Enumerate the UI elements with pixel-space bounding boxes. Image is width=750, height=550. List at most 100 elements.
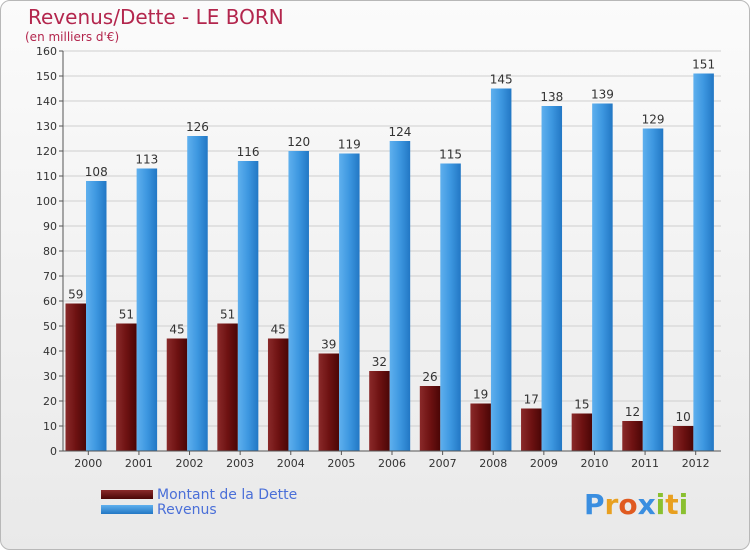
data-label: 10 <box>675 410 690 424</box>
legend: Montant de la Dette Revenus <box>101 486 298 518</box>
bar-dette <box>622 421 643 451</box>
bar-dette <box>369 371 390 451</box>
data-label: 120 <box>287 135 310 149</box>
chart-title: Revenus/Dette - LE BORN <box>28 5 284 29</box>
bar-revenus <box>490 88 512 451</box>
logo-letter: i <box>678 488 689 521</box>
y-tick-label: 40 <box>43 345 57 358</box>
x-tick-label: 2006 <box>378 457 406 470</box>
y-tick-label: 0 <box>50 445 57 458</box>
data-label: 139 <box>591 88 614 102</box>
logo-letter: o <box>618 488 638 521</box>
data-label: 45 <box>169 323 184 337</box>
data-label: 12 <box>625 405 640 419</box>
y-tick-label: 110 <box>36 170 57 183</box>
y-axis: 0 10 20 30 40 50 60 70 80 90 100 110 120 130 140 150 160 <box>36 45 64 458</box>
y-tick-label: 80 <box>43 245 57 258</box>
legend-label-dette: Montant de la Dette <box>157 486 298 503</box>
x-tick-label: 2005 <box>327 457 355 470</box>
x-tick-label: 2002 <box>176 457 204 470</box>
logo-letter: r <box>604 488 619 521</box>
bar-revenus <box>187 136 208 451</box>
chart-subtitle: (en milliers d'€) <box>25 30 120 44</box>
data-label: 26 <box>422 370 437 384</box>
bar-revenus <box>288 151 309 451</box>
y-tick-label: 70 <box>43 270 57 283</box>
bar-revenus <box>136 168 158 451</box>
data-label: 129 <box>642 113 665 127</box>
y-tick-label: 50 <box>43 320 57 333</box>
bar-dette <box>65 303 86 451</box>
bar-revenus <box>592 103 613 451</box>
data-label: 17 <box>524 393 539 407</box>
y-tick-label: 10 <box>43 420 57 433</box>
bar-dette <box>217 323 238 451</box>
data-label: 51 <box>119 308 134 322</box>
data-label: 15 <box>574 398 589 412</box>
legend-item-dette: Montant de la Dette <box>101 486 298 503</box>
y-tick-label: 160 <box>36 45 57 58</box>
data-label: 39 <box>321 338 336 352</box>
x-tick-label: 2007 <box>429 457 457 470</box>
bar-dette <box>166 338 188 451</box>
x-tick-label: 2008 <box>479 457 507 470</box>
logo-letter: i <box>655 488 666 521</box>
y-tick-label: 30 <box>43 370 57 383</box>
bar-dette <box>419 386 441 451</box>
bars-group: 59 108 51 113 45 126 51 116 45 120 39 119 32 124 26 115… <box>65 58 715 451</box>
proxiti-logo: Proxiti <box>584 488 688 521</box>
x-tick-label: 2010 <box>580 457 608 470</box>
data-label: 115 <box>439 148 462 162</box>
data-label: 108 <box>85 165 108 179</box>
data-label: 59 <box>68 288 83 302</box>
x-tick-label: 2012 <box>682 457 710 470</box>
data-label: 51 <box>220 308 235 322</box>
y-tick-label: 20 <box>43 395 57 408</box>
data-label: 45 <box>271 323 286 337</box>
y-tick-label: 150 <box>36 70 57 83</box>
bar-revenus <box>339 153 360 451</box>
data-label: 138 <box>540 90 563 104</box>
x-tick-label: 2000 <box>74 457 102 470</box>
bar-revenus <box>440 163 461 451</box>
data-label: 119 <box>338 138 361 152</box>
data-label: 124 <box>388 125 411 139</box>
x-tick-label: 2003 <box>226 457 254 470</box>
data-label: 32 <box>372 355 387 369</box>
y-tick-label: 140 <box>36 95 57 108</box>
y-tick-label: 100 <box>36 195 57 208</box>
bar-dette <box>571 413 593 451</box>
bar-revenus <box>541 106 563 451</box>
bar-dette <box>672 426 694 451</box>
bar-revenus <box>86 181 107 451</box>
logo-letter: t <box>665 488 679 521</box>
bar-revenus <box>693 73 714 451</box>
x-tick-label: 2001 <box>125 457 153 470</box>
x-tick-label: 2009 <box>530 457 558 470</box>
x-tick-label: 2004 <box>277 457 305 470</box>
data-label: 116 <box>237 145 260 159</box>
bar-dette <box>116 323 137 451</box>
data-label: 113 <box>135 153 158 167</box>
x-axis: 2000 2001 2002 2003 2004 2005 2006 2007 2008 2009… <box>63 450 721 470</box>
legend-item-revenus: Revenus <box>101 501 297 518</box>
bar-dette <box>267 338 289 451</box>
legend-label-revenus: Revenus <box>157 501 217 518</box>
bar-dette <box>318 353 340 451</box>
logo-letter: P <box>584 488 605 521</box>
bar-dette <box>470 403 491 451</box>
data-label: 145 <box>490 73 513 87</box>
bar-revenus <box>237 161 259 451</box>
y-tick-label: 130 <box>36 120 57 133</box>
y-tick-label: 90 <box>43 220 57 233</box>
data-label: 151 <box>692 58 715 72</box>
x-tick-label: 2011 <box>631 457 659 470</box>
data-label: 126 <box>186 120 209 134</box>
y-tick-label: 60 <box>43 295 57 308</box>
y-tick-label: 120 <box>36 145 57 158</box>
data-label: 19 <box>473 388 488 402</box>
bar-revenus <box>389 141 411 451</box>
logo-letter: x <box>637 488 656 521</box>
